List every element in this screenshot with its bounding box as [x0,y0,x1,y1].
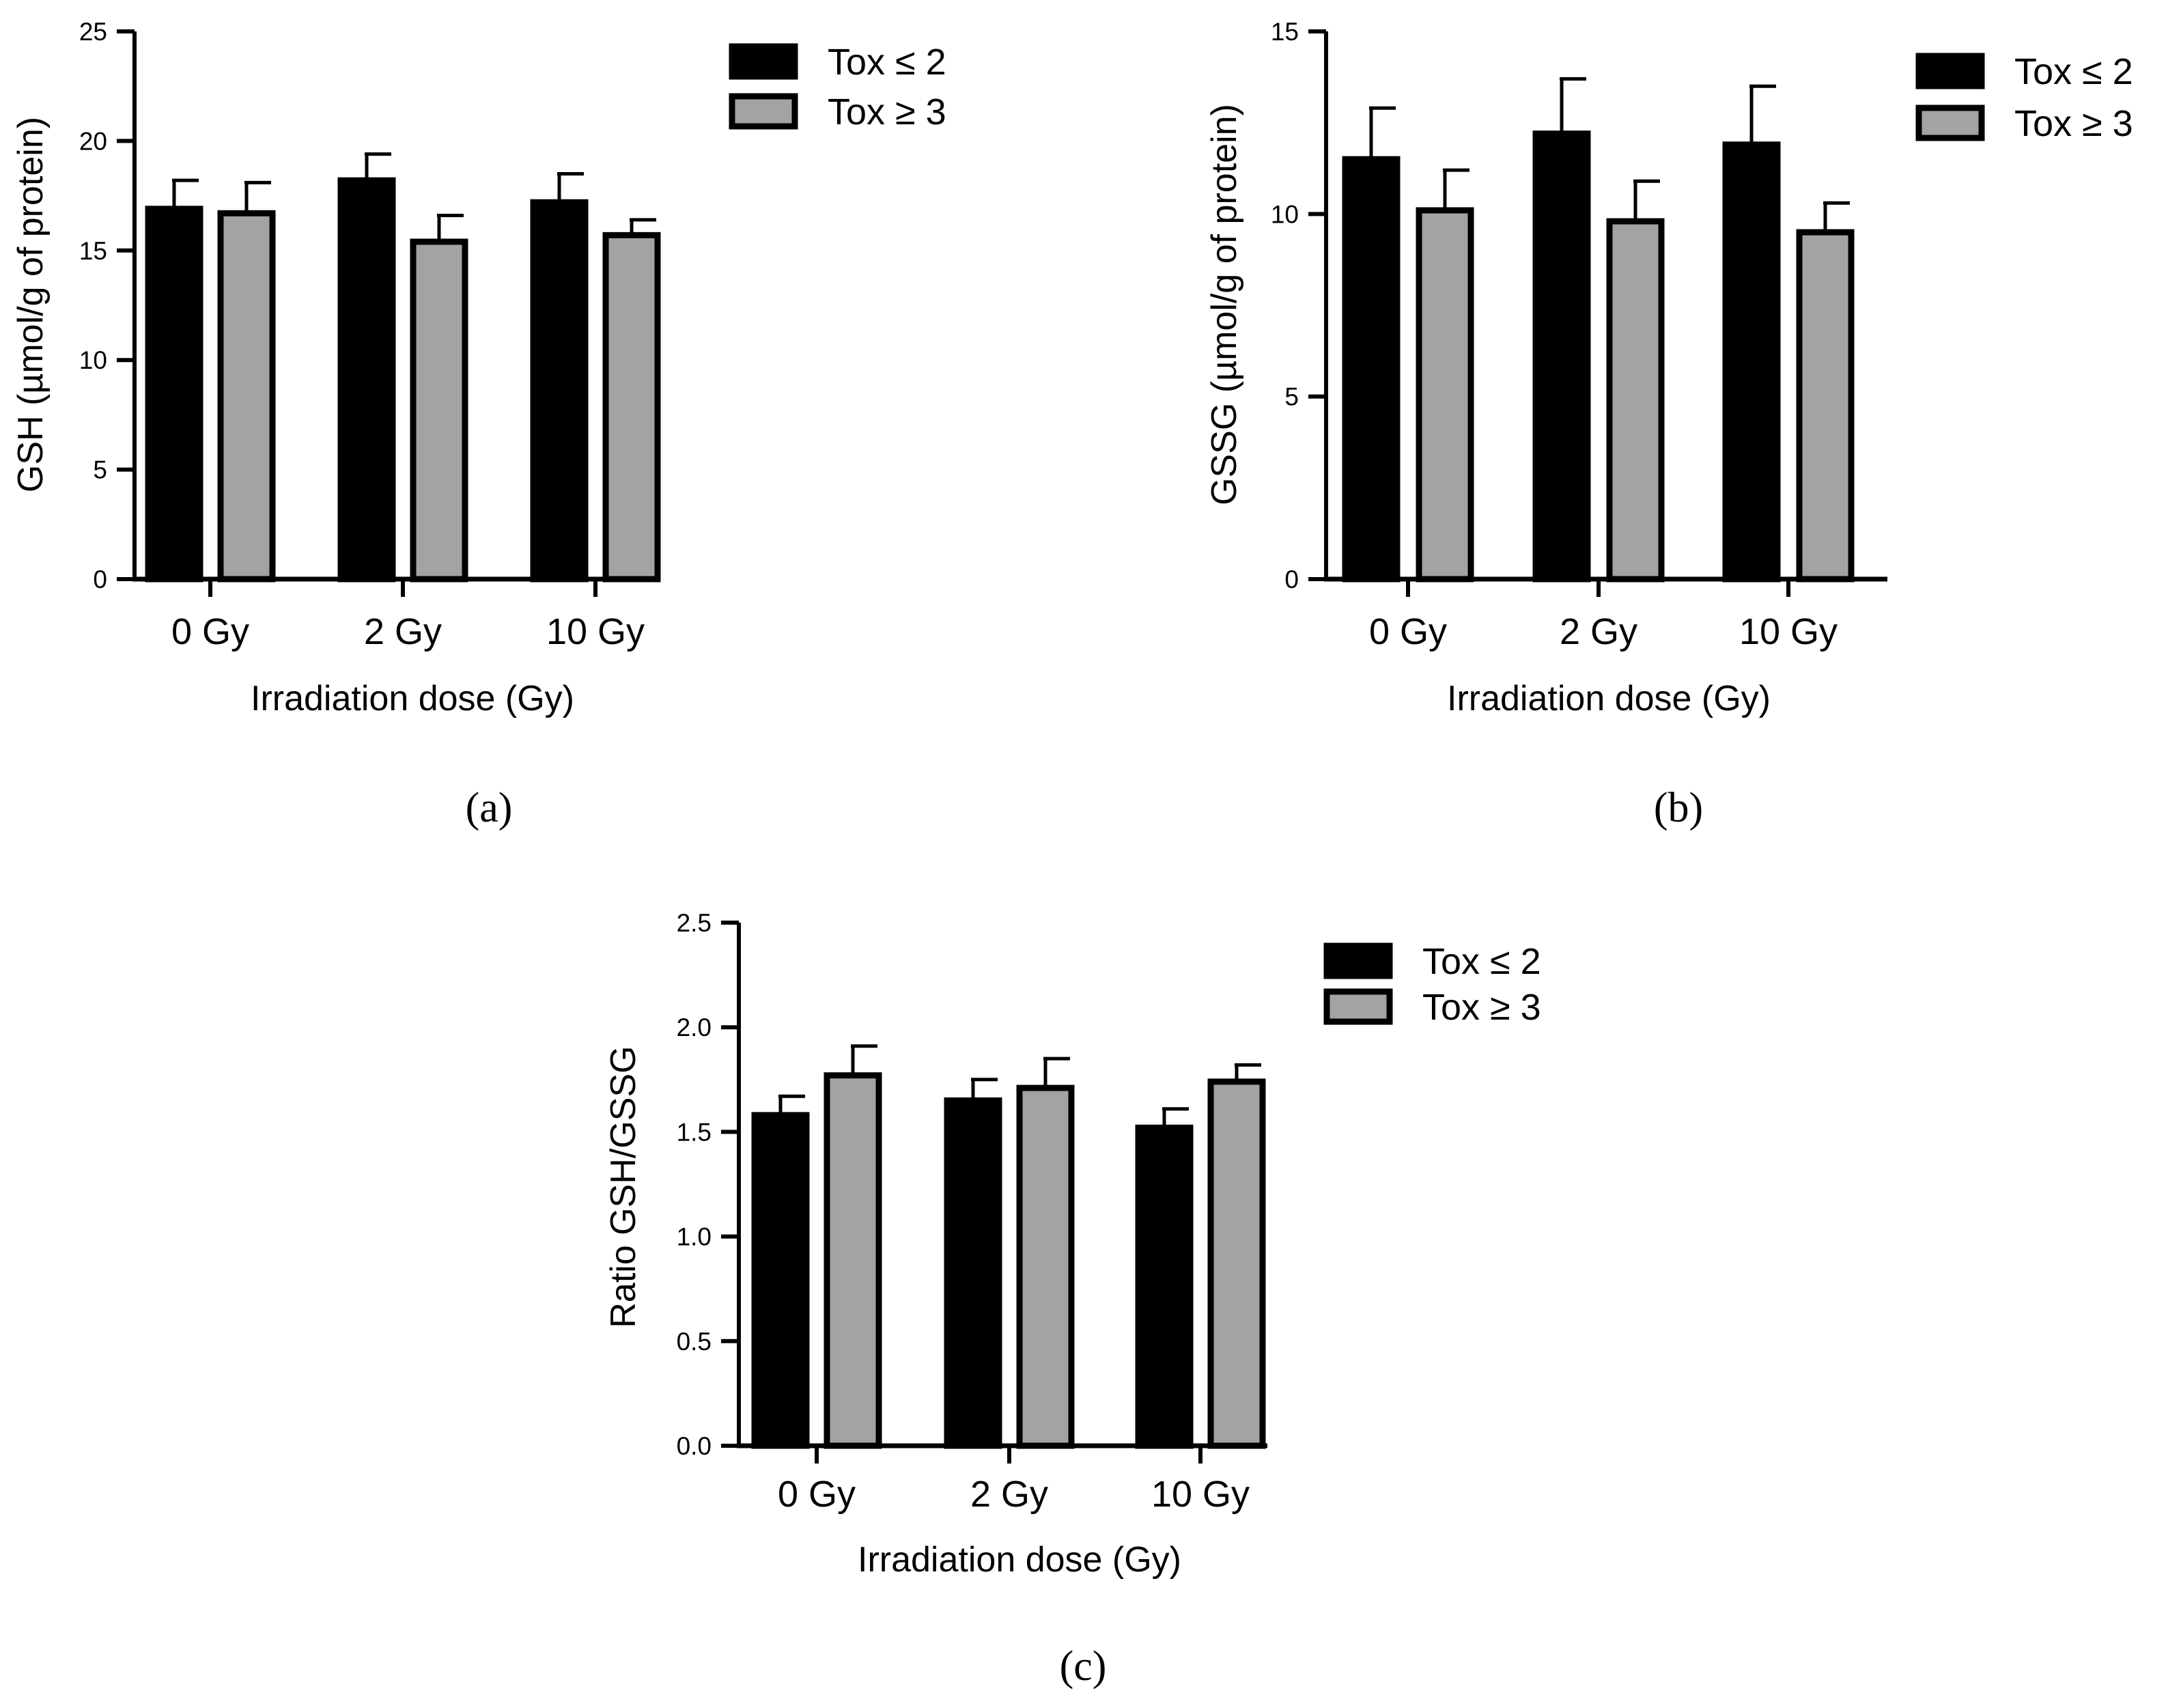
bar-tox-ge3-cat2 [1796,229,1855,583]
legend: Tox ≤ 2 Tox ≥ 3 [729,42,946,132]
legend-swatch-tox-le2 [729,43,798,80]
y-tick-label: 0 [93,565,107,593]
y-tick-label: 0.5 [677,1328,712,1356]
legend-label-tox-le2: Tox ≤ 2 [2014,51,2133,92]
bar-tox-le2-cat0 [751,1112,810,1449]
bar-tox-le2-cat1 [337,177,396,583]
y-axis-title: GSH (µmol/g of protein) [11,117,51,492]
y-tick-label: 0.0 [677,1432,712,1460]
x-axis-title: Irradiation dose (Gy) [858,1540,1181,1580]
bar-tox-ge3-cat0 [217,210,276,583]
x-tick-label: 10 Gy [1151,1474,1250,1515]
chart-c: 0.0 0.5 1.0 1.5 2.0 2.5 0 Gy 2 Gy 10 Gy Irradiati… [604,909,1541,1690]
bar-tox-le2-cat2 [1722,141,1781,583]
y-axis-title: Ratio GSH/GSSG [604,1046,643,1328]
x-tick-label: 0 Gy [778,1474,856,1515]
x-tick-label: 2 Gy [970,1474,1048,1515]
bar-tox-ge3-cat1 [410,238,468,583]
panel-label: (c) [1060,1643,1107,1690]
legend-label-tox-le2: Tox ≤ 2 [828,42,946,83]
bar-tox-ge3-cat1 [1606,218,1665,583]
legend-label-tox-ge3: Tox ≥ 3 [1422,987,1541,1028]
y-tick-label: 0 [1284,565,1299,593]
x-axis-title: Irradiation dose (Gy) [251,679,574,718]
legend-swatch-tox-ge3 [1915,104,1985,141]
bar-tox-ge3-cat2 [1207,1078,1266,1449]
y-tick-label: 20 [79,127,107,155]
chart-a: 0 5 10 15 20 25 0 Gy 2 Gy 10 Gy Irradiation dose … [11,18,946,831]
y-tick-label: 25 [79,18,107,46]
legend-swatch-tox-ge3 [729,93,798,130]
legend-label-tox-ge3: Tox ≥ 3 [828,92,946,132]
legend-label-tox-ge3: Tox ≥ 3 [2014,103,2133,144]
y-tick-label: 10 [1271,200,1299,228]
y-tick-label: 2.0 [677,1013,712,1041]
bar-tox-ge3-cat0 [1416,207,1474,583]
y-tick-label: 15 [79,237,107,265]
y-axis-title: GSSG (µmol/g of protein) [1205,104,1244,505]
y-tick-label: 5 [93,456,107,484]
legend-swatch-tox-ge3 [1323,988,1393,1025]
bar-tox-le2-cat2 [1135,1124,1194,1449]
bar-tox-ge3-cat1 [1016,1084,1075,1449]
x-tick-label: 10 Gy [546,611,645,652]
x-tick-label: 0 Gy [171,611,249,652]
panel-label: (b) [1654,785,1703,831]
x-tick-label: 0 Gy [1369,611,1447,652]
bar-tox-ge3-cat0 [824,1072,882,1449]
legend-label-tox-le2: Tox ≤ 2 [1422,941,1541,982]
x-tick-label: 2 Gy [364,611,442,652]
bar-tox-le2-cat1 [1532,130,1591,583]
y-tick-label: 10 [79,346,107,374]
y-tick-label: 1.0 [677,1223,712,1251]
x-tick-label: 2 Gy [1560,611,1637,652]
y-tick-label: 15 [1271,18,1299,46]
legend-swatch-tox-le2 [1915,53,1985,89]
x-tick-label: 10 Gy [1739,611,1838,652]
y-tick-label: 5 [1284,383,1299,411]
chart-b: 0 5 10 15 0 Gy 2 Gy 10 Gy Irradiation dose (Gy)… [1205,18,2133,831]
legend-swatch-tox-le2 [1323,942,1393,979]
x-axis-title: Irradiation dose (Gy) [1447,679,1771,718]
bar-tox-ge3-cat2 [602,232,661,583]
y-tick-label: 2.5 [677,909,712,937]
legend: Tox ≤ 2 Tox ≥ 3 [1323,941,1541,1028]
bar-tox-le2-cat0 [1342,156,1401,583]
bar-tox-le2-cat1 [944,1097,1002,1449]
panel-label: (a) [466,785,513,831]
legend: Tox ≤ 2 Tox ≥ 3 [1915,51,2133,144]
bar-tox-le2-cat0 [145,206,203,583]
bar-tox-le2-cat2 [530,199,589,583]
y-tick-label: 1.5 [677,1118,712,1146]
